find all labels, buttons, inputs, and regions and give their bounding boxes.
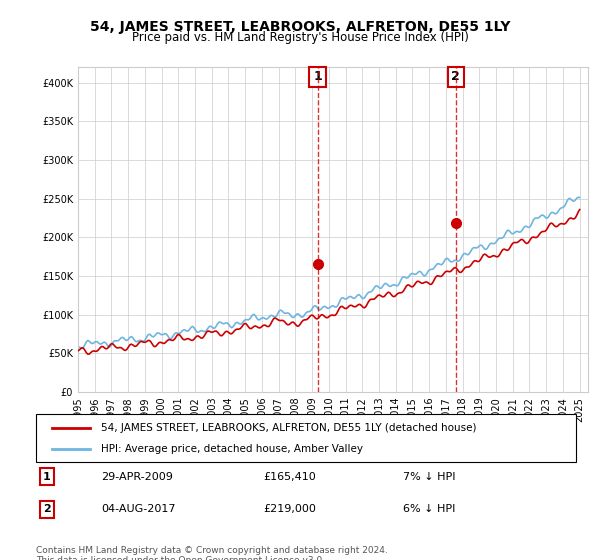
FancyBboxPatch shape <box>36 414 576 462</box>
Text: 29-APR-2009: 29-APR-2009 <box>101 472 173 482</box>
Text: 6% ↓ HPI: 6% ↓ HPI <box>403 505 455 514</box>
Text: HPI: Average price, detached house, Amber Valley: HPI: Average price, detached house, Ambe… <box>101 444 363 454</box>
Text: £165,410: £165,410 <box>263 472 316 482</box>
Text: 1: 1 <box>43 472 50 482</box>
Text: 54, JAMES STREET, LEABROOKS, ALFRETON, DE55 1LY: 54, JAMES STREET, LEABROOKS, ALFRETON, D… <box>90 20 510 34</box>
Text: 7% ↓ HPI: 7% ↓ HPI <box>403 472 456 482</box>
Text: 54, JAMES STREET, LEABROOKS, ALFRETON, DE55 1LY (detached house): 54, JAMES STREET, LEABROOKS, ALFRETON, D… <box>101 423 476 433</box>
Text: 2: 2 <box>43 505 50 514</box>
Text: 1: 1 <box>313 71 322 83</box>
Text: Price paid vs. HM Land Registry's House Price Index (HPI): Price paid vs. HM Land Registry's House … <box>131 31 469 44</box>
Text: 04-AUG-2017: 04-AUG-2017 <box>101 505 175 514</box>
Text: 2: 2 <box>451 71 460 83</box>
Text: Contains HM Land Registry data © Crown copyright and database right 2024.
This d: Contains HM Land Registry data © Crown c… <box>36 546 388 560</box>
Text: £219,000: £219,000 <box>263 505 316 514</box>
